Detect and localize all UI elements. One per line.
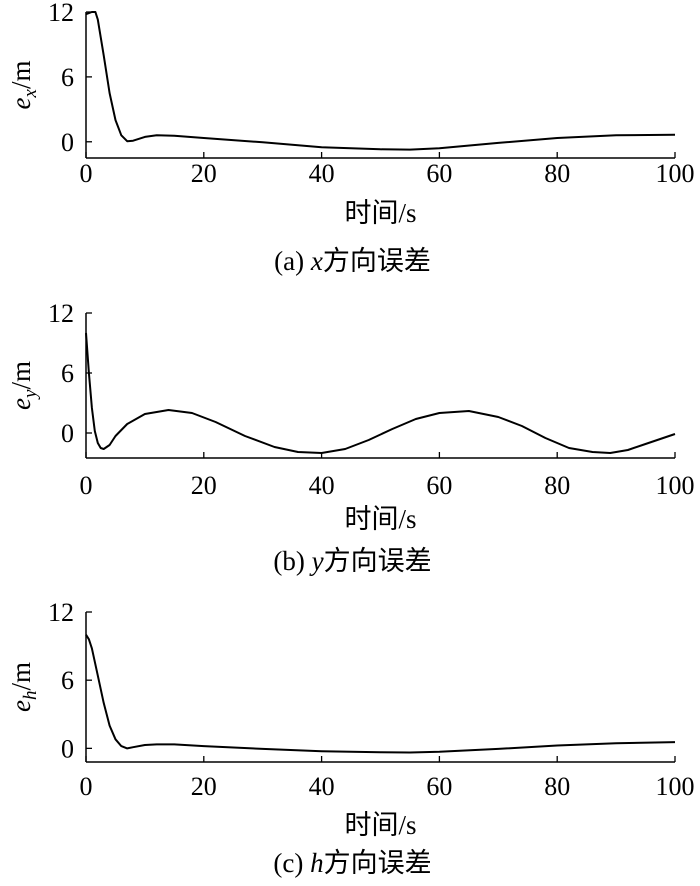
- y-tick-label: 0: [61, 128, 74, 157]
- series-line: [85, 634, 676, 754]
- x-tick-label: 20: [191, 471, 217, 500]
- x-tick-label: 60: [426, 159, 452, 188]
- panel-caption: (c) h方向误差: [273, 848, 431, 878]
- y-tick-label: 0: [61, 419, 74, 448]
- y-axis-label: ex/m: [6, 61, 41, 110]
- caption-variable: x: [310, 246, 323, 276]
- panel-caption: (a) x方向误差: [274, 246, 431, 276]
- y-tick-label: 6: [61, 666, 74, 695]
- caption-variable: y: [309, 546, 324, 576]
- x-tick-label: 100: [656, 471, 695, 500]
- x-tick-label: 80: [544, 471, 570, 500]
- y-tick-label: 6: [61, 359, 74, 388]
- y-label-subscript: h: [20, 691, 41, 701]
- y-label-base: e: [6, 398, 36, 410]
- y-label-subscript: y: [20, 389, 41, 400]
- x-tick-label: 40: [309, 159, 335, 188]
- caption-prefix: (a): [274, 246, 311, 276]
- caption-variable: h: [310, 848, 324, 878]
- x-tick-label: 40: [309, 772, 335, 801]
- y-axis-label: ey/m: [6, 361, 41, 410]
- y-axis-label: eh/m: [6, 662, 41, 712]
- x-tick-label: 0: [80, 159, 93, 188]
- x-tick-label: 40: [309, 471, 335, 500]
- y-tick-label: 6: [61, 63, 74, 92]
- x-axis-label: 时间/s: [344, 504, 416, 534]
- x-tick-label: 100: [656, 772, 695, 801]
- y-label-subscript: x: [20, 88, 41, 98]
- y-label-base: e: [6, 700, 36, 712]
- y-label-unit: /m: [6, 662, 36, 691]
- x-tick-label: 60: [426, 772, 452, 801]
- y-label-base: e: [6, 97, 36, 109]
- x-tick-label: 20: [191, 772, 217, 801]
- series-line: [85, 11, 676, 151]
- x-tick-label: 80: [544, 159, 570, 188]
- caption-suffix: 方向误差: [324, 848, 432, 878]
- y-label-unit: /m: [6, 61, 36, 90]
- x-tick-label: 80: [544, 772, 570, 801]
- x-tick-label: 100: [656, 159, 695, 188]
- x-tick-label: 60: [426, 471, 452, 500]
- caption-suffix: 方向误差: [323, 246, 431, 276]
- y-tick-label: 12: [48, 0, 74, 27]
- caption-prefix: (b): [273, 546, 311, 576]
- caption-prefix: (c): [273, 848, 310, 878]
- y-tick-label: 12: [48, 299, 74, 328]
- x-axis-label: 时间/s: [344, 810, 416, 840]
- x-tick-label: 0: [80, 772, 93, 801]
- y-tick-label: 0: [61, 734, 74, 763]
- caption-suffix: 方向误差: [324, 546, 432, 576]
- y-tick-label: 12: [48, 598, 74, 627]
- series-line: [85, 332, 676, 454]
- y-label-unit: /m: [6, 361, 36, 390]
- x-tick-label: 0: [80, 471, 93, 500]
- x-tick-label: 20: [191, 159, 217, 188]
- panel-caption: (b) y方向误差: [273, 546, 431, 576]
- x-axis-label: 时间/s: [344, 198, 416, 228]
